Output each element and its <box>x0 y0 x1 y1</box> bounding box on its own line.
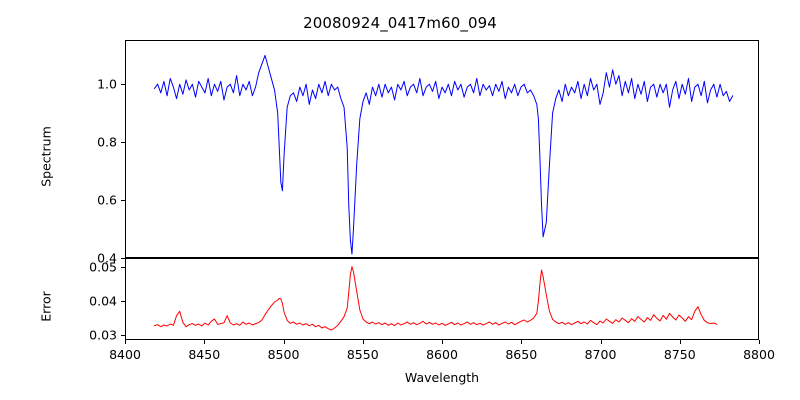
spectrum-series-svg <box>126 41 758 257</box>
error-y-tick-label: 0.04 <box>89 293 117 309</box>
spectrum-y-tick-label: 0.4 <box>97 250 117 266</box>
error-y-tick-label: 0.05 <box>89 259 117 275</box>
x-tickmark <box>283 340 285 344</box>
error-plot-area <box>125 258 759 340</box>
x-tickmark <box>521 340 523 344</box>
x-tickmark <box>759 340 761 344</box>
x-tick-label: 8500 <box>267 347 300 362</box>
error-y-tickmark <box>121 300 125 302</box>
x-tick-label: 8750 <box>663 347 696 362</box>
x-tickmark <box>362 340 364 344</box>
x-tickmark <box>204 340 206 344</box>
x-tickmark <box>125 340 127 344</box>
x-tick-label: 8550 <box>346 347 379 362</box>
error-y-tickmark <box>121 266 125 268</box>
x-tickmark <box>679 340 681 344</box>
spectrum-y-tick-label: 1.0 <box>97 76 117 92</box>
spectrum-y-tick-label: 0.6 <box>97 192 117 208</box>
wavelength-axis-label: Wavelength <box>404 370 480 385</box>
x-tick-label: 8450 <box>188 347 221 362</box>
x-tick-label: 8700 <box>584 347 617 362</box>
error-y-tickmark <box>121 334 125 336</box>
spectrum-y-tickmark <box>121 83 125 85</box>
spectrum-plot-area <box>125 40 759 258</box>
error-y-tick-label: 0.03 <box>89 327 117 343</box>
spectrum-y-tick-label: 0.8 <box>97 134 117 150</box>
x-tick-label: 8400 <box>109 347 141 362</box>
x-tickmark <box>600 340 602 344</box>
x-tick-label: 8800 <box>743 347 775 362</box>
x-tick-label: 8600 <box>426 347 458 362</box>
x-tick-label: 8650 <box>505 347 538 362</box>
spectrum-y-tickmark <box>121 258 125 260</box>
error-data-line <box>154 267 716 330</box>
spectrum-axis-label: Spectrum <box>38 126 54 187</box>
spectrum-y-tickmark <box>121 199 125 201</box>
spectrum-y-tickmark <box>121 141 125 143</box>
error-series-svg <box>126 259 758 339</box>
figure-title: 20080924_0417m60_094 <box>303 14 497 32</box>
x-tickmark <box>442 340 444 344</box>
error-axis-label: Error <box>38 291 54 322</box>
spectrum-data-line <box>154 55 732 254</box>
